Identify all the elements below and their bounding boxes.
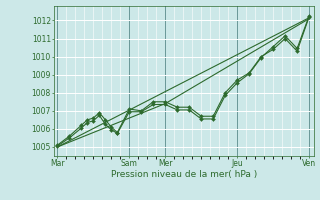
X-axis label: Pression niveau de la mer( hPa ): Pression niveau de la mer( hPa ) xyxy=(111,170,257,179)
